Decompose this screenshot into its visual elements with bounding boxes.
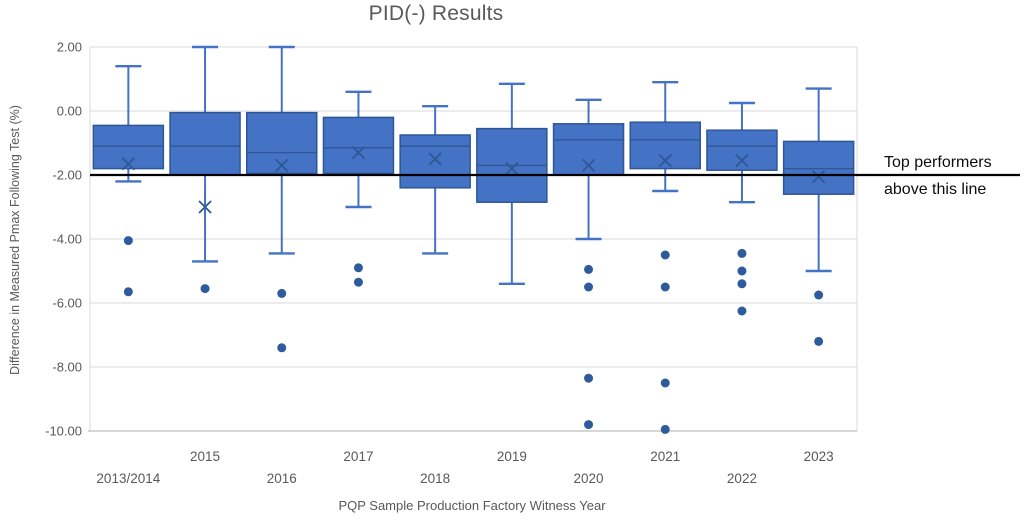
- annotation-line-2: above this line: [884, 181, 987, 198]
- box-2015: [169, 111, 241, 176]
- outlier-dot: [123, 287, 133, 297]
- y-tick-label: -6.00: [52, 296, 82, 311]
- x-category-label: 2015: [190, 449, 220, 464]
- x-category-label: 2020: [574, 471, 604, 486]
- box-2017: [322, 116, 395, 175]
- outlier-dot: [200, 284, 210, 294]
- outlier-dot: [737, 279, 747, 289]
- x-category-label: 2022: [727, 471, 757, 486]
- outlier-dot: [660, 282, 670, 292]
- mean-marker: [198, 200, 212, 214]
- outlier-dot: [660, 424, 670, 434]
- outlier-dot: [660, 378, 670, 388]
- x-category-label: 2017: [343, 449, 373, 464]
- outlier-dot: [584, 264, 594, 274]
- mean-marker: [812, 169, 826, 184]
- y-tick-label: 2.00: [57, 40, 82, 55]
- outlier-dot: [353, 277, 363, 287]
- y-tick-label: -8.00: [52, 360, 82, 375]
- y-tick-label: -10.00: [45, 424, 82, 439]
- x-category-label: 2018: [420, 471, 450, 486]
- mean-marker: [505, 161, 519, 176]
- y-axis-title: Difference in Measured Pmax Following Te…: [8, 105, 22, 375]
- box-2016: [246, 111, 318, 175]
- x-category-label: 2021: [650, 449, 680, 464]
- chart-title: PID(-) Results: [368, 2, 504, 25]
- mean-marker: [428, 152, 442, 166]
- box-2022: [706, 129, 778, 171]
- outlier-dot: [584, 420, 594, 430]
- mean-marker: [121, 157, 135, 171]
- box-2013/2014: [92, 124, 165, 170]
- outlier-dot: [737, 306, 747, 316]
- x-category-label: 2016: [267, 471, 297, 486]
- outlier-dot: [584, 282, 594, 292]
- outlier-dot: [584, 373, 594, 383]
- mean-marker: [735, 153, 749, 168]
- x-category-label: 2023: [804, 449, 834, 464]
- annotation-line-1: Top performers: [884, 154, 992, 171]
- mean-marker: [275, 158, 289, 173]
- x-category-label: 2013/2014: [96, 471, 160, 486]
- y-tick-label: -2.00: [52, 168, 82, 183]
- reference-line-annotation: Top performers above this line: [884, 149, 992, 203]
- box-2023: [782, 140, 855, 195]
- y-tick-label: 0.00: [57, 104, 82, 119]
- outlier-dot: [737, 248, 747, 258]
- box-2018: [399, 134, 471, 189]
- mean-marker: [581, 158, 596, 173]
- mean-marker: [351, 145, 366, 160]
- y-tick-label: -4.00: [52, 232, 82, 247]
- outlier-dot: [737, 266, 747, 276]
- outlier-dot: [814, 336, 824, 346]
- outlier-dot: [660, 250, 670, 260]
- mean-marker: [658, 153, 672, 168]
- x-axis-title: PQP Sample Production Factory Witness Ye…: [338, 498, 606, 513]
- outlier-dot: [277, 343, 287, 353]
- outlier-dot: [277, 288, 287, 298]
- box-2020: [552, 123, 625, 176]
- outlier-dot: [353, 263, 363, 273]
- x-category-label: 2019: [497, 449, 527, 464]
- outlier-dot: [814, 290, 824, 300]
- outlier-dot: [123, 236, 133, 246]
